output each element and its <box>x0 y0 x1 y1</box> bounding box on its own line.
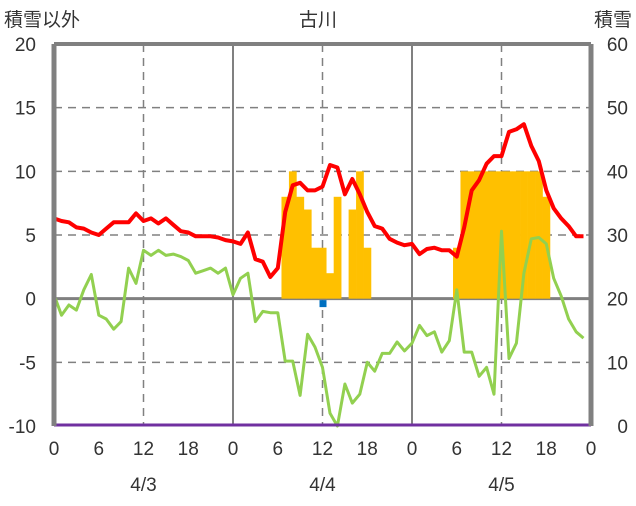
left-tick-label: 0 <box>25 290 36 311</box>
right-tick-label: 0 <box>617 417 628 438</box>
right-axis-label: 積雪 <box>594 9 632 31</box>
right-tick-label: 40 <box>607 162 628 183</box>
snow-bar <box>303 209 312 299</box>
snow-bar <box>333 196 342 299</box>
x-tick-label: 0 <box>228 439 239 460</box>
snow-bar <box>453 247 461 299</box>
snow-bar <box>318 247 327 299</box>
snow-bar <box>512 171 521 299</box>
x-tick-label: 6 <box>272 439 283 460</box>
green-line <box>52 229 585 428</box>
snow-bar <box>527 171 536 299</box>
left-tick-label: 10 <box>15 162 36 183</box>
snow-bar <box>363 247 372 299</box>
snow-bar <box>288 171 297 299</box>
snow-bar <box>348 209 357 299</box>
x-tick-label: 12 <box>491 439 512 460</box>
x-tick-label: 0 <box>49 439 60 460</box>
left-tick-label: -5 <box>19 353 36 374</box>
blue-marker <box>319 300 327 308</box>
red-line <box>53 122 584 279</box>
left-tick-label: -10 <box>9 417 36 438</box>
x-tick-label: 12 <box>133 439 154 460</box>
snow-bar <box>520 171 528 299</box>
right-tick-label: 30 <box>607 226 628 247</box>
snow-bar <box>475 171 484 299</box>
right-tick-label: 10 <box>607 353 628 374</box>
snow-bar <box>482 171 491 299</box>
snow-bar <box>326 273 334 299</box>
x-tick-label: 6 <box>451 439 462 460</box>
snow-bar <box>460 171 469 299</box>
x-tick-label: 18 <box>178 439 199 460</box>
left-tick-label: 15 <box>15 99 36 120</box>
snow-bar <box>356 171 364 299</box>
left-axis-label: 積雪以外 <box>4 9 80 31</box>
chart-title: 古川 <box>299 9 337 31</box>
left-tick-label: 20 <box>15 35 36 56</box>
x-tick-label: 18 <box>536 439 557 460</box>
date-label: 4/3 <box>130 475 156 496</box>
snow-bar <box>281 196 290 299</box>
x-tick-label: 12 <box>312 439 333 460</box>
x-tick-label: 6 <box>93 439 104 460</box>
date-label: 4/4 <box>309 475 336 496</box>
date-label: 4/5 <box>488 475 514 496</box>
right-tick-label: 50 <box>607 99 628 120</box>
snow-bar <box>505 171 513 299</box>
x-tick-label: 0 <box>407 439 418 460</box>
snow-bar <box>311 247 320 299</box>
right-tick-label: 60 <box>607 35 628 56</box>
right-tick-label: 20 <box>607 290 628 311</box>
left-tick-label: 5 <box>25 226 36 247</box>
snow-bar <box>490 171 499 299</box>
snow-bar <box>467 171 476 299</box>
x-tick-label: 18 <box>357 439 378 460</box>
snow-bar <box>535 171 543 299</box>
x-tick-label: 0 <box>586 439 597 460</box>
snow-bar <box>296 196 305 299</box>
